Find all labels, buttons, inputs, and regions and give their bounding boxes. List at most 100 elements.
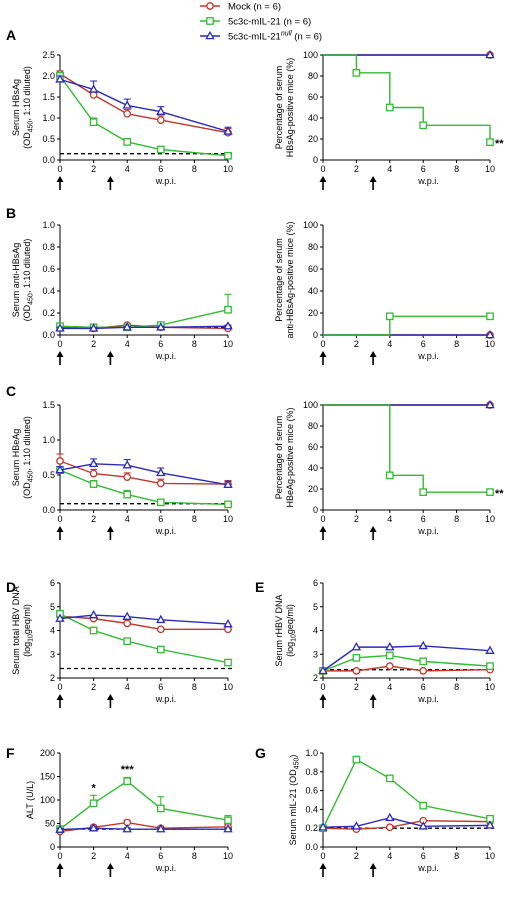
data-point-null	[385, 641, 395, 651]
series-line-mock	[323, 665, 491, 672]
y-tick-label: 0.0	[305, 842, 318, 852]
x-tick-label: 0	[57, 514, 62, 524]
plots: A0.00.51.01.52.02.50 2 4 6 8 10w.p.i.Serum HB…	[6, 27, 504, 877]
data-point-il21	[486, 138, 494, 146]
x-tick-label: 4	[125, 339, 130, 349]
y-tick-label: 1.0	[42, 220, 55, 230]
y-axis-label-line: Percentage of serum	[274, 416, 284, 500]
ylabel-part: , 1:10 diluted)	[22, 416, 32, 471]
panel-label-G: G	[255, 745, 266, 761]
arrow-head	[56, 526, 64, 532]
arrow-head	[369, 176, 377, 182]
y-axis-label-line: Percentage of serum	[274, 238, 284, 322]
y-tick-label: 0	[313, 505, 318, 515]
panel-label-E: E	[255, 579, 264, 595]
y-tick-label: 60	[308, 92, 318, 102]
y-axis-label: Serum total HBV DNA(log10geq/ml)	[11, 586, 35, 675]
y-tick-label: 4	[50, 626, 55, 636]
series-null	[55, 74, 233, 135]
data-point-il21	[123, 138, 132, 146]
data-point-null	[351, 821, 362, 830]
y-tick-label: 1.0	[42, 113, 55, 123]
y-tick-label: 100	[303, 220, 318, 230]
x-tick-label: 8	[454, 164, 459, 174]
x-tick-label: 10	[223, 851, 233, 861]
x-tick-label: 4	[125, 514, 130, 524]
x-tick-label: 8	[192, 514, 197, 524]
x-tick-label: 8	[454, 339, 459, 349]
data-point-il21	[123, 637, 132, 646]
data-point-null	[223, 126, 233, 135]
y-tick-label: 100	[303, 400, 318, 410]
data-point-null	[122, 322, 132, 331]
x-tick-label: 6	[421, 339, 426, 349]
arrow-head	[106, 526, 114, 532]
y-axis-label: Serum anti-HBsAg(OD450, 1:10 diluted)	[11, 239, 35, 322]
series-null	[55, 609, 233, 628]
x-tick-label: 4	[125, 682, 130, 692]
legend-n: (n = 6)	[251, 2, 281, 13]
x-tick-label: 0	[320, 682, 325, 692]
y-axis-label: Percentage of serumHBeAg-positive mice (…	[274, 407, 295, 507]
x-tick-label: 2	[91, 339, 96, 349]
arrow-head	[369, 863, 377, 869]
series-line-null	[59, 78, 229, 133]
significance-label: *	[91, 783, 96, 795]
arrow-head	[319, 863, 327, 869]
x-tick-label: 8	[454, 514, 459, 524]
step-line-il21	[323, 315, 490, 336]
data-point-null	[318, 665, 328, 675]
legend-marker	[206, 2, 214, 10]
y-tick-label: 40	[308, 286, 318, 296]
legend-item-il21: 5c3c-mIL-21 (n = 6)	[200, 17, 311, 28]
x-tick-label: 8	[192, 851, 197, 861]
data-point-il21	[385, 103, 394, 112]
series-il21	[56, 466, 232, 509]
y-axis-label-line: (log10geq/ml)	[285, 604, 298, 657]
legend-n: (n = 6)	[292, 32, 322, 43]
data-point-mock	[385, 662, 394, 670]
legend-label: 5c3c-mIL-21 (n = 6)	[228, 17, 311, 28]
y-tick-label: 0.6	[305, 786, 318, 796]
data-point-null	[55, 613, 65, 622]
data-point-mock	[156, 625, 165, 634]
data-point-il21	[224, 816, 232, 825]
data-point-mock	[89, 469, 98, 478]
legend-sup: null	[281, 31, 292, 38]
data-point-null	[418, 821, 428, 830]
y-tick-label: 2	[313, 673, 318, 683]
data-point-il21	[352, 69, 361, 77]
y-tick-label: 0.2	[305, 823, 318, 833]
y-tick-label: 20	[308, 134, 318, 144]
chart-A-left: A 0.0 0.5 1.0 1.5 2.0 2.5 0 2 4 6 8 10 w.p.i. Serum HB…	[6, 27, 233, 190]
y-tick-label: 1.0	[42, 435, 55, 445]
series-il21	[323, 312, 494, 336]
y-tick-label: 5	[50, 602, 55, 612]
data-point-il21	[486, 488, 494, 497]
panel-label-C: C	[6, 383, 16, 399]
data-point-il21	[419, 121, 428, 130]
legend-name: 5c3c-mIL-21	[228, 32, 281, 43]
y-tick-label: 0.5	[42, 470, 55, 480]
y-axis-label: ALT (U/L)	[25, 781, 35, 819]
chart-G: G 0.0 0.2 0.4 0.6 0.8 1.0 0 2 4 6 8 10 w.p.i. Serum mI…	[255, 745, 495, 877]
y-axis-label-line: (OD450, 1:10 diluted)	[22, 239, 35, 322]
chart-A-right: 0 20 40 60 80 100 0 2 4 6 8 10 w.p.i. Percentage of s…	[274, 49, 504, 190]
x-tick-label: 4	[387, 164, 392, 174]
x-tick-label: 4	[387, 851, 392, 861]
ylabel-part: , 1:10 diluted)	[22, 239, 32, 294]
y-tick-label: 0	[313, 155, 318, 165]
x-tick-label: 6	[158, 339, 163, 349]
x-tick-label: 10	[485, 514, 495, 524]
data-point-mock	[385, 823, 394, 832]
data-point-null	[418, 640, 428, 650]
arrow-head	[319, 526, 327, 532]
y-tick-label: 0.5	[42, 134, 55, 144]
data-point-null	[156, 614, 166, 624]
data-point-il21	[89, 480, 98, 488]
x-tick-label: 4	[125, 851, 130, 861]
data-point-il21	[123, 490, 132, 499]
y-tick-label: 0	[313, 330, 318, 340]
